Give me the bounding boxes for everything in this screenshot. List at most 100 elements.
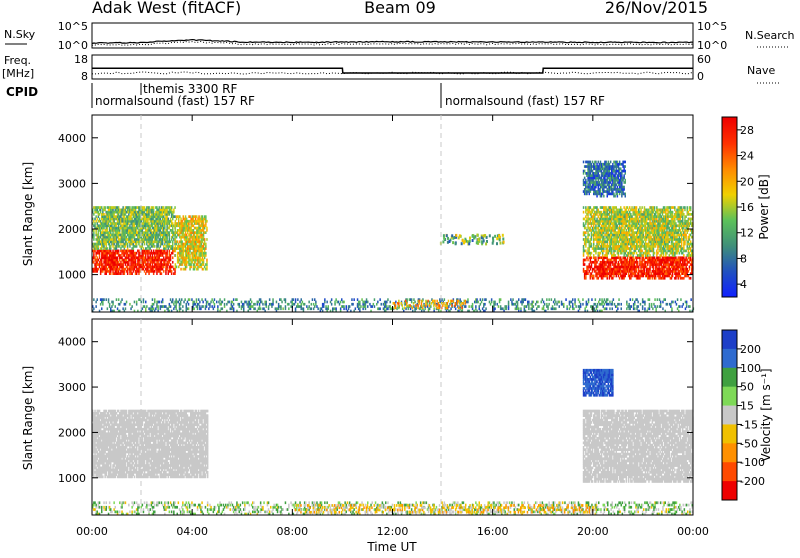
power-cell: [684, 261, 686, 264]
power-cell: [94, 222, 96, 225]
power-cell: [172, 218, 174, 221]
power-cell: [136, 252, 138, 255]
power-cell: [164, 261, 166, 264]
power-cell: [186, 263, 188, 266]
power-cell: [166, 238, 168, 241]
power-cell: [672, 272, 674, 275]
power-cell: [637, 263, 639, 266]
power-cell: [183, 254, 185, 257]
power-cell: [97, 261, 99, 264]
power-cell: [133, 250, 135, 253]
power-cell: [129, 245, 131, 248]
power-cell: [602, 277, 604, 280]
power-cell: [691, 263, 693, 266]
power-cell: [613, 252, 615, 255]
power-cell: [600, 252, 602, 255]
power-cell: [628, 254, 630, 257]
power-cell: [630, 250, 632, 253]
power-cell: [656, 261, 658, 264]
power-cell: [147, 261, 149, 264]
power-cell: [641, 250, 643, 253]
power-cell: [596, 195, 598, 198]
power-cell: [596, 275, 598, 278]
power-cell: [661, 263, 663, 266]
power-cell: [691, 218, 693, 221]
power-cell: [590, 268, 592, 271]
power-cell: [97, 209, 99, 212]
power-cell: [133, 243, 135, 246]
power-cell: [147, 254, 149, 257]
power-cell: [206, 266, 208, 269]
power-cell: [156, 238, 158, 241]
power-cell: [623, 206, 625, 209]
power-cell: [594, 218, 596, 221]
power-cell: [593, 209, 595, 212]
power-cell: [171, 238, 173, 241]
power-cell: [144, 266, 146, 269]
power-cell: [585, 236, 587, 239]
power-cell: [630, 254, 632, 257]
power-cell: [169, 238, 171, 241]
power-cell: [106, 272, 108, 275]
power-cell: [196, 215, 198, 218]
power-cell: [649, 268, 651, 271]
power-cell: [587, 272, 589, 275]
power-cell: [135, 209, 137, 212]
noise-left-label: N.Sky: [4, 28, 36, 41]
power-cell: [663, 252, 665, 255]
power-cell: [104, 209, 106, 212]
power-cell: [591, 272, 593, 275]
power-cell: [100, 229, 102, 232]
power-cell: [189, 215, 191, 218]
power-cell: [177, 254, 179, 257]
power-cell: [113, 243, 115, 246]
power-cell: [145, 227, 147, 230]
power-cell: [148, 250, 150, 253]
noise-left-tick-bottom: 10^0: [58, 39, 88, 52]
power-cell: [205, 231, 207, 234]
power-cell: [600, 161, 602, 164]
power-cell: [661, 254, 663, 257]
power-cell: [206, 259, 208, 262]
power-cell: [95, 231, 97, 234]
power-cell: [678, 277, 680, 280]
power-cell: [136, 266, 138, 269]
power-cell: [188, 252, 190, 255]
power-cell: [589, 234, 591, 237]
power-cell: [165, 272, 167, 275]
power-cell: [127, 272, 128, 275]
power-cell: [203, 234, 205, 237]
power-cell: [638, 209, 640, 212]
power-cell: [174, 215, 176, 218]
power-cell: [97, 218, 99, 221]
power-cell: [643, 275, 645, 278]
power-cell: [109, 243, 111, 246]
power-cell: [690, 209, 692, 212]
power-cell: [585, 183, 587, 186]
power-cell: [648, 272, 650, 275]
power-cell: [643, 240, 645, 243]
power-cell: [592, 170, 594, 173]
power-cell: [195, 261, 197, 264]
power-cell: [690, 206, 692, 209]
power-cell: [169, 243, 171, 246]
power-cell: [670, 209, 672, 212]
power-cell: [601, 195, 603, 198]
power-cell: [194, 268, 196, 271]
power-cell: [144, 206, 146, 209]
power-cell: [112, 250, 114, 253]
power-cell: [599, 254, 601, 257]
power-cell: [621, 252, 623, 255]
power-cell: [664, 277, 666, 280]
power-cell: [99, 254, 101, 257]
power-cell: [113, 220, 115, 223]
power-cell: [673, 263, 675, 266]
power-cell: [124, 215, 126, 218]
power-cell: [171, 206, 173, 209]
power-cell: [94, 250, 96, 253]
power-cell: [661, 215, 663, 218]
power-cell: [125, 263, 127, 266]
power-cell: [625, 275, 627, 278]
power-cell: [120, 261, 122, 264]
power-cell: [168, 272, 170, 275]
